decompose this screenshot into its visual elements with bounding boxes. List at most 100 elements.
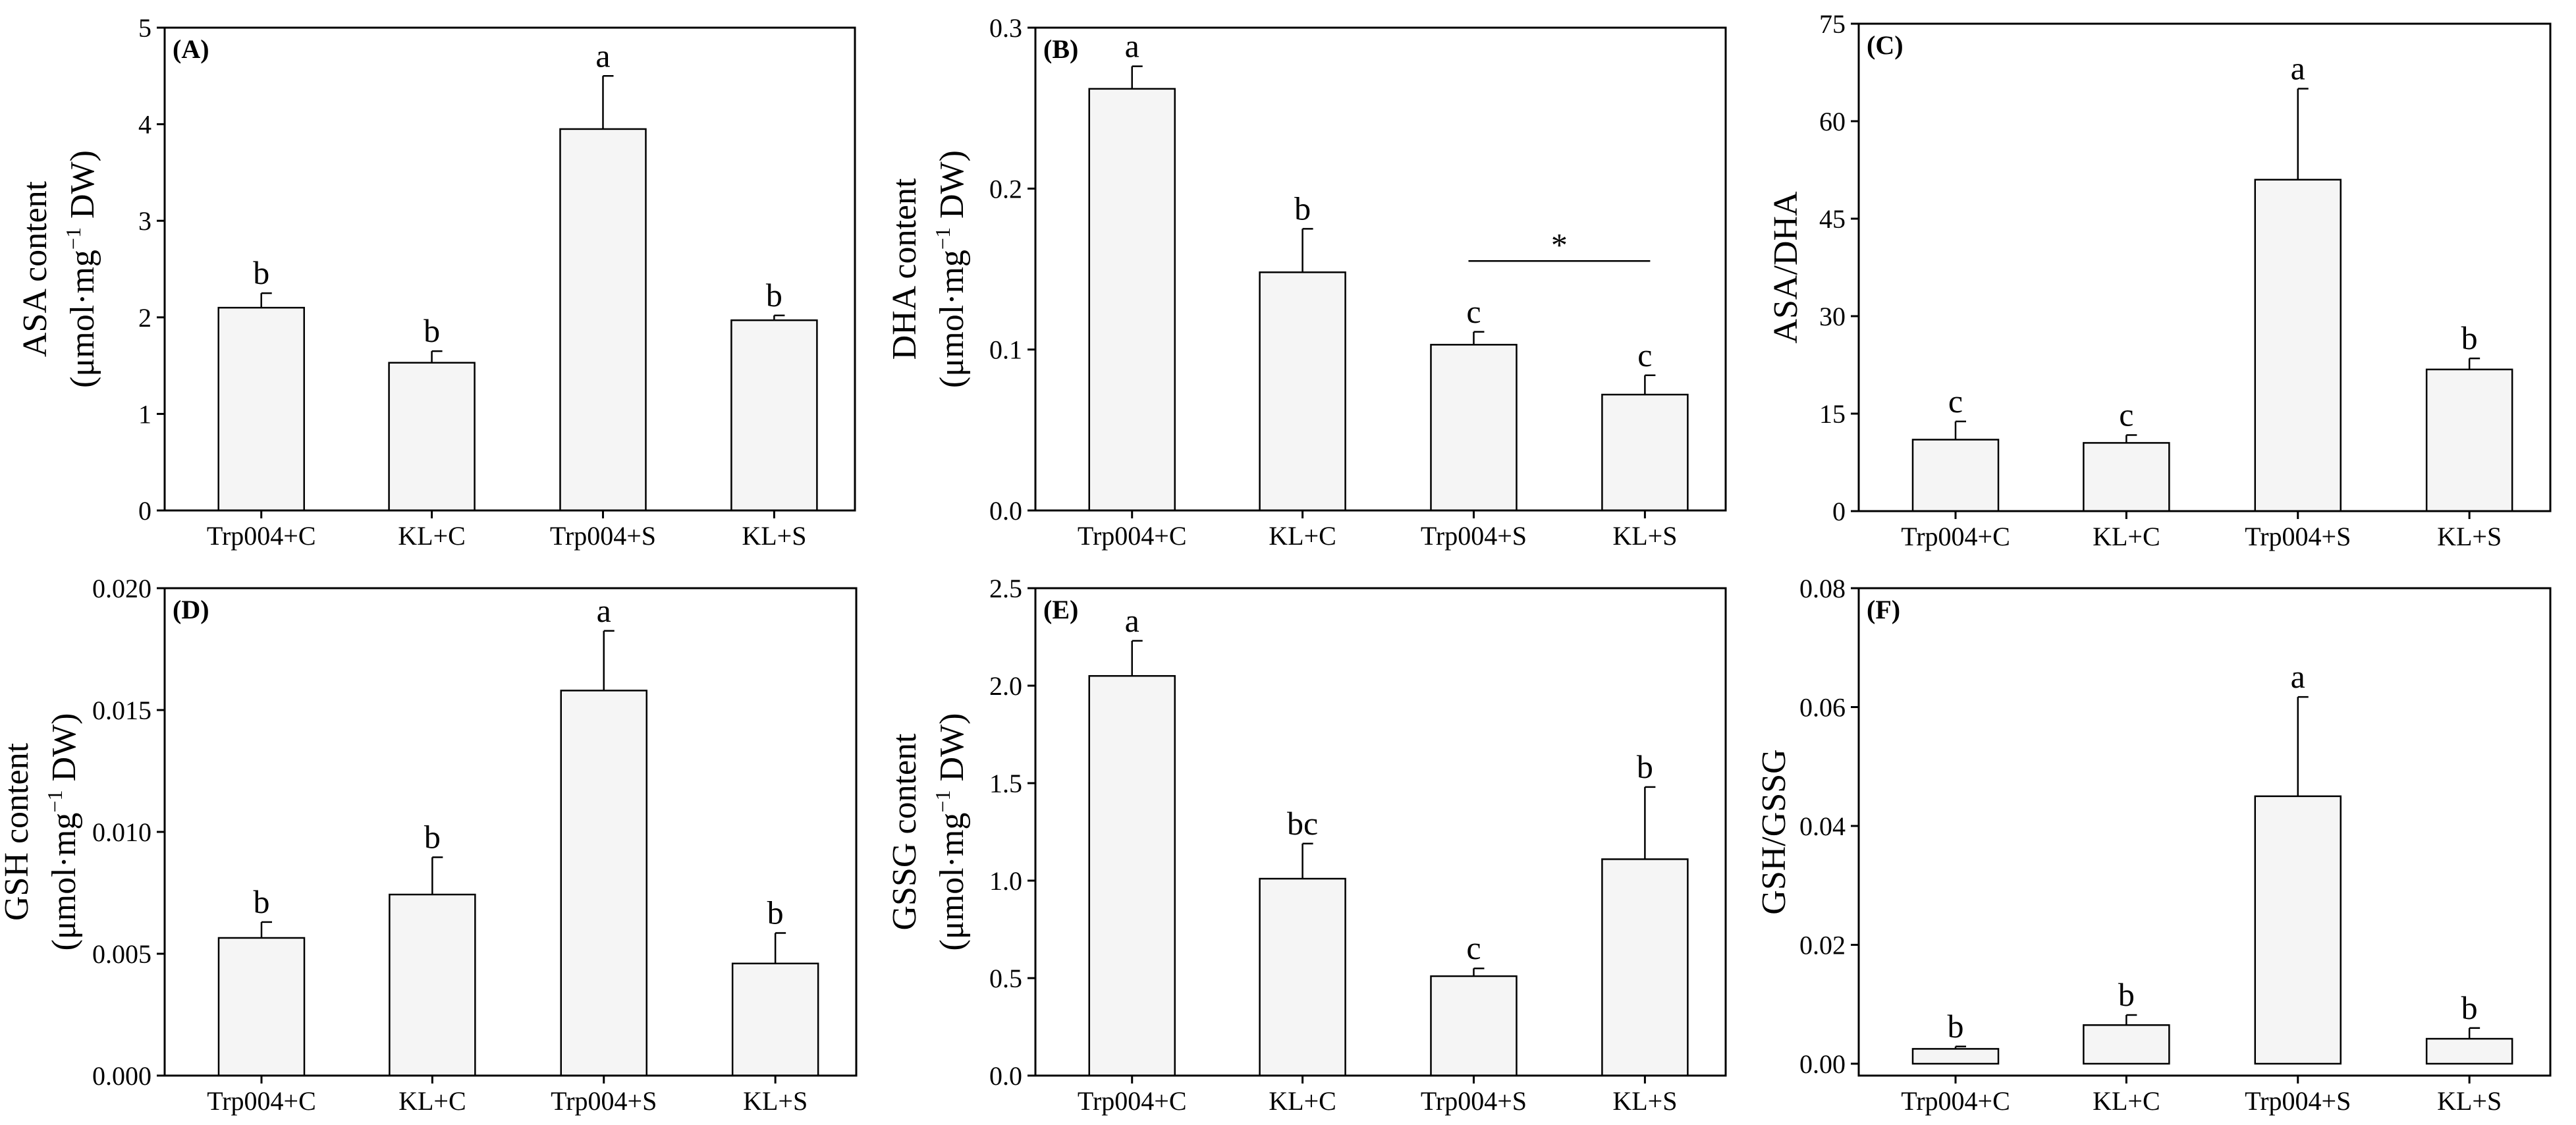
panel-label: (F) [1867, 595, 1900, 624]
y-tick-label: 0.3 [989, 13, 1022, 43]
x-tick-label: KL+C [398, 521, 466, 551]
significance-letter-1: c [1948, 383, 1963, 420]
y-tick-label: 0.000 [92, 1061, 151, 1091]
y-tick-label: 1.0 [989, 866, 1022, 896]
y-axis-unit-sup: −1 [61, 227, 85, 250]
axes-frame [1857, 587, 2552, 1077]
bar-4 [731, 962, 819, 1077]
x-tick-label: Trp004+S [2245, 1086, 2351, 1116]
y-tick-label: 1.5 [989, 769, 1022, 798]
y-axis-title: ASA content [16, 180, 54, 357]
bar-2 [1259, 877, 1346, 1077]
y-axis-unit: (μmol·mg−1 DW) [43, 713, 83, 951]
bar-3 [560, 690, 647, 1077]
significance-letter-4: b [2461, 319, 2478, 356]
significance-letter-4: b [767, 894, 784, 931]
y-axis-unit: (μmol·mg−1 DW) [931, 150, 971, 388]
bar-3 [559, 128, 647, 512]
y-tick-label: 0.005 [92, 939, 151, 969]
y-tick-label: 0 [138, 496, 151, 526]
bar-1 [217, 306, 305, 512]
x-tick-label: Trp004+C [1078, 521, 1187, 551]
y-axis-unit-post: DW) [45, 713, 83, 790]
y-axis-unit-sup: −1 [931, 790, 954, 813]
y-axis-unit-post: DW) [933, 713, 971, 790]
y-tick-label: 2 [138, 303, 151, 333]
chart-panel-4: b b a b 0.000 0.005 0.010 0.015 0.020 Trp004+C KL+… [0, 574, 858, 1116]
y-tick-label: 0.00 [1799, 1049, 1846, 1079]
y-tick-label: 45 [1819, 204, 1846, 234]
significance-letter-1: b [1948, 1008, 1964, 1045]
bar-1 [217, 937, 306, 1077]
significance-letter-3: c [1466, 293, 1481, 330]
significance-letter-2: b [424, 818, 441, 855]
significance-letter-2: bc [1287, 805, 1318, 842]
y-axis-unit-pre: (μmol·mg [933, 813, 971, 951]
significance-letter-1: b [253, 254, 269, 291]
chart-panel-5: a bc c b 0.0 0.5 1.0 1.5 2.0 2.5 Trp004+C KL+C Trp00… [886, 574, 1727, 1116]
x-tick-label: KL+S [2437, 522, 2502, 551]
x-tick-label: Trp004+S [550, 521, 656, 551]
chart-panel-6: b b a b 0.00 0.02 0.04 0.06 0.08 Trp004+C KL+C Trp0… [1755, 574, 2552, 1116]
y-tick-label: 0.06 [1799, 692, 1846, 722]
y-tick-label: 0.0 [989, 496, 1022, 526]
y-axis-unit-post: DW) [933, 150, 971, 227]
significance-letter-3: a [595, 37, 610, 74]
x-tick-label: KL+C [398, 1086, 466, 1116]
panel-label: (A) [173, 34, 209, 64]
y-tick-label: 0.020 [92, 574, 151, 603]
bar-3 [1430, 344, 1518, 512]
bar-2 [1259, 271, 1346, 512]
x-tick-label: Trp004+C [207, 1086, 316, 1116]
significance-letter-4: c [1637, 337, 1652, 373]
y-axis-title: GSH/GSSG [1755, 749, 1793, 914]
y-tick-label: 0.015 [92, 696, 151, 725]
x-tick-label: Trp004+S [1421, 521, 1527, 551]
x-tick-label: Trp004+C [1078, 1086, 1187, 1116]
significance-letter-3: c [1466, 929, 1481, 966]
x-tick-label: KL+C [2093, 522, 2160, 551]
significance-star: * [1551, 226, 1568, 263]
bar-4 [1601, 393, 1689, 512]
bar-4 [730, 319, 818, 512]
x-tick-label: KL+S [743, 1086, 808, 1116]
y-tick-label: 60 [1819, 107, 1846, 136]
y-tick-label: 15 [1819, 399, 1846, 429]
y-axis-unit-sup: −1 [43, 790, 67, 813]
bar-4 [2425, 368, 2513, 512]
bar-4 [2425, 1037, 2513, 1065]
y-tick-label: 4 [138, 110, 151, 140]
x-tick-label: Trp004+C [1901, 522, 2010, 551]
significance-letter-1: a [1125, 602, 1139, 639]
y-axis-unit-post: DW) [64, 150, 101, 227]
x-tick-label: Trp004+S [1421, 1086, 1527, 1116]
axes-frame [1034, 26, 1727, 512]
significance-letter-4: b [2461, 989, 2478, 1026]
y-axis-title: GSSG content [886, 733, 923, 931]
x-tick-label: KL+S [1612, 521, 1677, 551]
x-tick-label: Trp004+S [2245, 522, 2351, 551]
bar-3 [1430, 975, 1518, 1077]
x-tick-label: Trp004+C [1901, 1086, 2010, 1116]
bar-2 [2083, 442, 2170, 512]
y-axis-unit-pre: (μmol·mg [45, 813, 83, 951]
bar-1 [1088, 674, 1176, 1077]
bar-1 [1088, 88, 1176, 512]
significance-letter-2: c [2119, 397, 2133, 433]
bar-2 [388, 362, 476, 512]
y-axis-unit: (μmol·mg−1 DW) [931, 713, 971, 951]
significance-letter-1: b [254, 883, 270, 920]
y-axis-unit-pre: (μmol·mg [933, 250, 971, 388]
axes-frame [163, 26, 856, 512]
y-axis-unit-sup: −1 [931, 227, 954, 250]
y-tick-label: 30 [1819, 302, 1846, 331]
significance-letter-1: a [1125, 28, 1139, 65]
x-tick-label: KL+S [1612, 1086, 1677, 1116]
x-tick-label: KL+C [1269, 521, 1336, 551]
bar-4 [1601, 858, 1689, 1077]
y-tick-label: 0.0 [989, 1061, 1022, 1091]
axes-frame [1034, 587, 1727, 1077]
y-tick-label: 1 [138, 399, 151, 429]
bar-3 [2254, 795, 2342, 1065]
